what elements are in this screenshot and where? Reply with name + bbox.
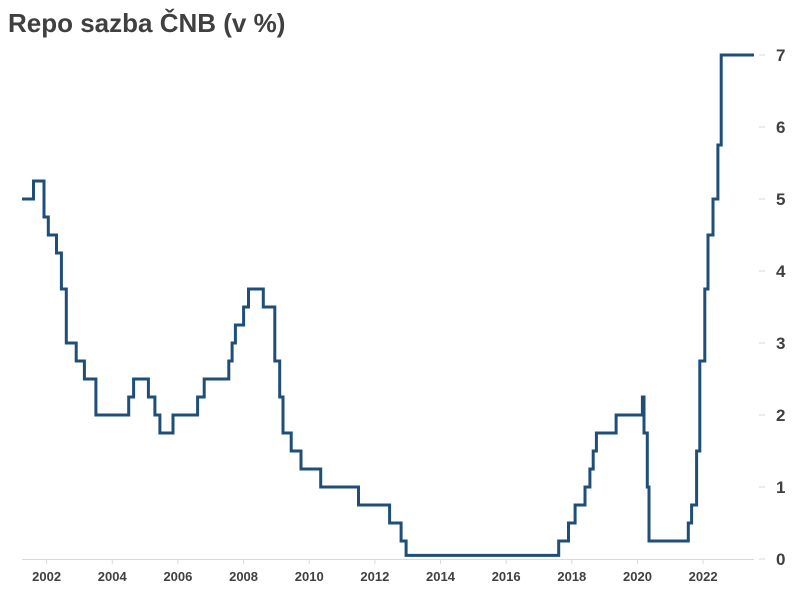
x-tick-label: 2012 <box>360 569 389 584</box>
y-tick-label: 3 <box>776 334 785 353</box>
y-tick-label: 4 <box>776 262 786 281</box>
x-tick-label: 2010 <box>295 569 324 584</box>
x-tick-label: 2014 <box>426 569 456 584</box>
y-tick-label: 6 <box>776 118 785 137</box>
y-tick-label: 7 <box>776 46 785 65</box>
y-axis-ticks: 0 1 2 3 4 5 6 7 <box>759 46 786 569</box>
chart-title: Repo sazba ČNB (v %) <box>8 8 286 38</box>
x-tick-label: 2022 <box>689 569 718 584</box>
x-tick-label: 2020 <box>623 569 652 584</box>
x-tick-label: 2016 <box>492 569 521 584</box>
x-tick-label: 2008 <box>229 569 258 584</box>
x-tick-label: 2018 <box>557 569 586 584</box>
x-tick-label: 2004 <box>98 569 128 584</box>
x-tick-label: 2006 <box>163 569 192 584</box>
x-tick-label: 2002 <box>32 569 61 584</box>
y-tick-label: 1 <box>776 478 785 497</box>
y-tick-label: 0 <box>776 550 785 569</box>
x-axis-ticks: 2002 2004 2006 2008 2010 2012 2014 2016 2018 2020… <box>32 559 718 584</box>
y-tick-label: 5 <box>776 190 785 209</box>
y-tick-label: 2 <box>776 406 785 425</box>
series-line-repo-rate <box>22 53 754 557</box>
